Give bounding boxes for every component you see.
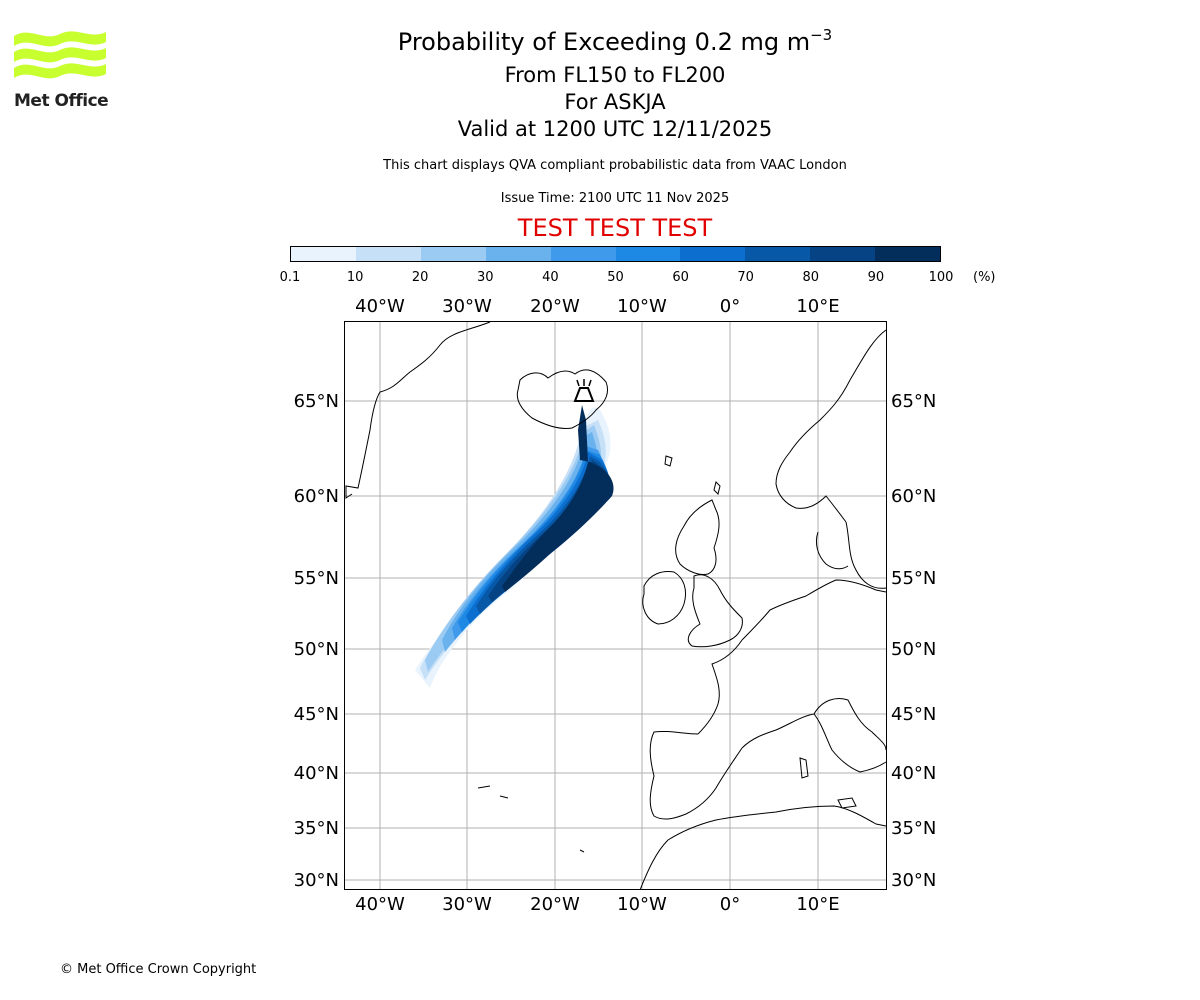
colorbar-tick-label: 10 [346, 270, 364, 285]
valid-time: Valid at 1200 UTC 12/11/2025 [457, 117, 773, 141]
latitude-label-right: 55°N [891, 568, 936, 589]
volcano-icon [573, 379, 595, 402]
sweden-coast [845, 521, 887, 589]
ireland-coast [642, 571, 687, 625]
colorbar-tick-label: 70 [737, 270, 754, 285]
colorbar-segment-0 [291, 247, 356, 261]
latitude-label-right: 30°N [891, 870, 936, 891]
latitude-label-left: 35°N [294, 818, 339, 839]
greenland-coast [345, 321, 491, 499]
colorbar-tick-label: 80 [802, 270, 820, 285]
colorbar-tick-label: 30 [477, 270, 494, 285]
denmark-coast [815, 531, 849, 570]
map-frame [344, 321, 887, 890]
colorbar-tick-label: 20 [411, 270, 429, 285]
colorbar-segment-3 [485, 247, 551, 261]
latitude-label-left: 40°N [294, 763, 339, 784]
mediterranean-north [741, 713, 887, 773]
longitude-label-bottom: 40°W [355, 894, 405, 915]
longitude-label-top: 40°W [355, 296, 405, 317]
flight-level-range: From FL150 to FL200 [504, 63, 726, 87]
longitude-label-bottom: 10°W [617, 894, 667, 915]
colorbar-segment-5 [615, 247, 681, 261]
latitude-label-left: 65°N [294, 391, 339, 412]
longitude-label-top: 0° [720, 296, 740, 317]
colorbar-segment-7 [745, 247, 811, 261]
shetland [713, 481, 721, 495]
axis-labels: 40°W 40°W 30°W 30°W 20°W 20°W 10°W 10°W 0° 0° 10°E… [294, 296, 937, 915]
copyright-notice: © Met Office Crown Copyright [60, 962, 257, 977]
colorbar-segment-4 [550, 247, 616, 261]
disclaimer-text: This chart displays QVA compliant probab… [383, 158, 847, 173]
issue-time: Issue Time: 2100 UTC 11 Nov 2025 [500, 191, 730, 206]
europe-coast [741, 579, 887, 641]
sardinia [799, 757, 809, 779]
met-office-logo-text: Met Office [14, 91, 109, 111]
colorbar-tick-label: 40 [542, 270, 559, 285]
colorbar-segment-6 [680, 247, 746, 261]
longitude-label-top: 20°W [530, 296, 580, 317]
france-coast [697, 639, 743, 735]
probability-colorbar [290, 246, 941, 262]
longitude-label-top: 30°W [442, 296, 492, 317]
met-office-logo [14, 31, 106, 79]
latitude-label-right: 65°N [891, 391, 936, 412]
latitude-label-right: 35°N [891, 818, 936, 839]
longitude-label-top: 10°W [617, 296, 667, 317]
coastlines [345, 321, 887, 891]
colorbar-tick-label: 100 [928, 270, 954, 285]
title-line-1: Probability of Exceeding 0.2 mg m [397, 28, 811, 56]
sicily [837, 797, 857, 809]
latitude-label-right: 45°N [891, 704, 936, 725]
chart-title: Probability of Exceeding 0.2 mg m−3 [0, 26, 1200, 56]
latitude-label-left: 30°N [294, 870, 339, 891]
graticule [345, 322, 886, 889]
faroe [664, 455, 673, 467]
colorbar-tick-label: 90 [867, 270, 885, 285]
longitude-label-bottom: 30°W [442, 894, 492, 915]
colorbar-segment-1 [355, 247, 421, 261]
longitude-label-bottom: 0° [720, 894, 740, 915]
latitude-label-right: 60°N [891, 486, 936, 507]
latitude-label-left: 50°N [294, 639, 339, 660]
colorbar-segment-9 [875, 247, 941, 261]
ash-plume [415, 405, 614, 688]
colorbar-tick-label: 60 [672, 270, 689, 285]
latitude-label-left: 55°N [294, 568, 339, 589]
colorbar-tick-label: 0.1 [279, 270, 301, 285]
iberia-coast [649, 730, 743, 820]
canary [579, 849, 585, 853]
volcano-name: For ASKJA [564, 90, 666, 114]
latitude-label-right: 50°N [891, 639, 936, 660]
colorbar-unit: (%) [973, 270, 996, 285]
latitude-label-left: 60°N [294, 486, 339, 507]
longitude-label-bottom: 20°W [530, 894, 580, 915]
scotland-coast [675, 499, 720, 575]
norway-coast [775, 329, 887, 523]
italy-coast [813, 698, 887, 751]
iceland-coast [516, 369, 609, 429]
azores-1 [477, 785, 491, 789]
colorbar-tick-label: 50 [607, 270, 624, 285]
longitude-label-bottom: 10°E [796, 894, 839, 915]
title-exponent: −3 [810, 26, 833, 44]
africa-coast [639, 805, 887, 891]
longitude-label-top: 10°E [796, 296, 839, 317]
test-banner: TEST TEST TEST [517, 214, 713, 242]
latitude-label-right: 40°N [891, 763, 936, 784]
england-coast [687, 574, 743, 648]
azores-2 [499, 795, 509, 799]
colorbar-segment-2 [420, 247, 486, 261]
latitude-label-left: 45°N [294, 704, 339, 725]
colorbar-segment-8 [810, 247, 876, 261]
